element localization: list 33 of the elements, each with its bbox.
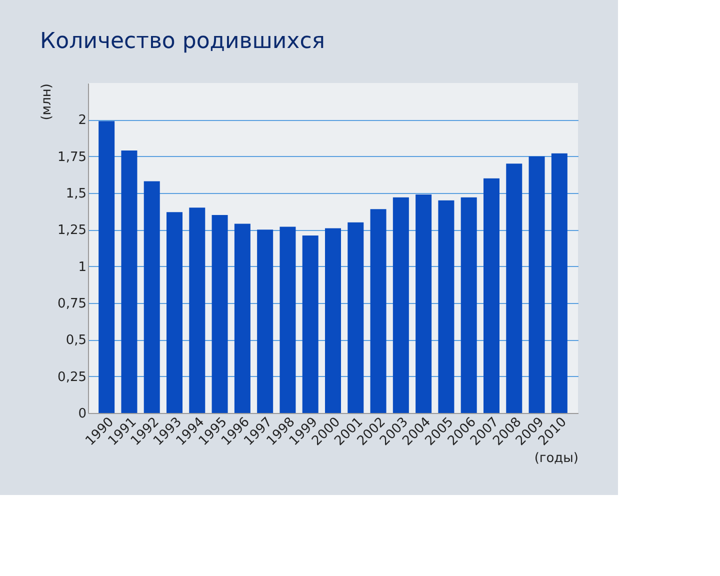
bar: [325, 228, 341, 413]
bar: [370, 209, 386, 413]
bar: [98, 121, 115, 413]
y-tick-label: 0,5: [66, 333, 86, 348]
bar: [166, 212, 183, 413]
y-tick-label: 1,75: [58, 150, 86, 165]
y-tick-label: 0,25: [58, 370, 86, 385]
x-axis-title: (годы): [534, 451, 578, 466]
bar: [348, 222, 364, 413]
bar: [506, 164, 522, 413]
bar: [302, 236, 318, 413]
bar: [144, 181, 160, 413]
bar: [189, 208, 206, 413]
bar: [460, 197, 477, 413]
y-tick-label: 1: [78, 260, 86, 275]
chart-title: Количество родившихся: [40, 29, 326, 54]
y-tick-label: 0: [78, 406, 86, 422]
bar: [257, 230, 274, 413]
bar: [528, 156, 545, 413]
bar: [212, 215, 228, 413]
bar: [438, 200, 454, 413]
y-tick-label: 1,25: [58, 223, 86, 238]
bar: [392, 197, 409, 413]
bar: [551, 153, 568, 413]
y-tick-label: 1,5: [66, 186, 86, 202]
y-tick-label: 2: [78, 113, 86, 128]
bar: [234, 224, 250, 413]
bar: [483, 178, 500, 413]
bar: [280, 226, 296, 413]
y-axis-title: (млн): [40, 84, 55, 120]
bar: [121, 150, 138, 413]
bar: [416, 194, 432, 413]
y-tick-label: 0,75: [58, 296, 86, 312]
